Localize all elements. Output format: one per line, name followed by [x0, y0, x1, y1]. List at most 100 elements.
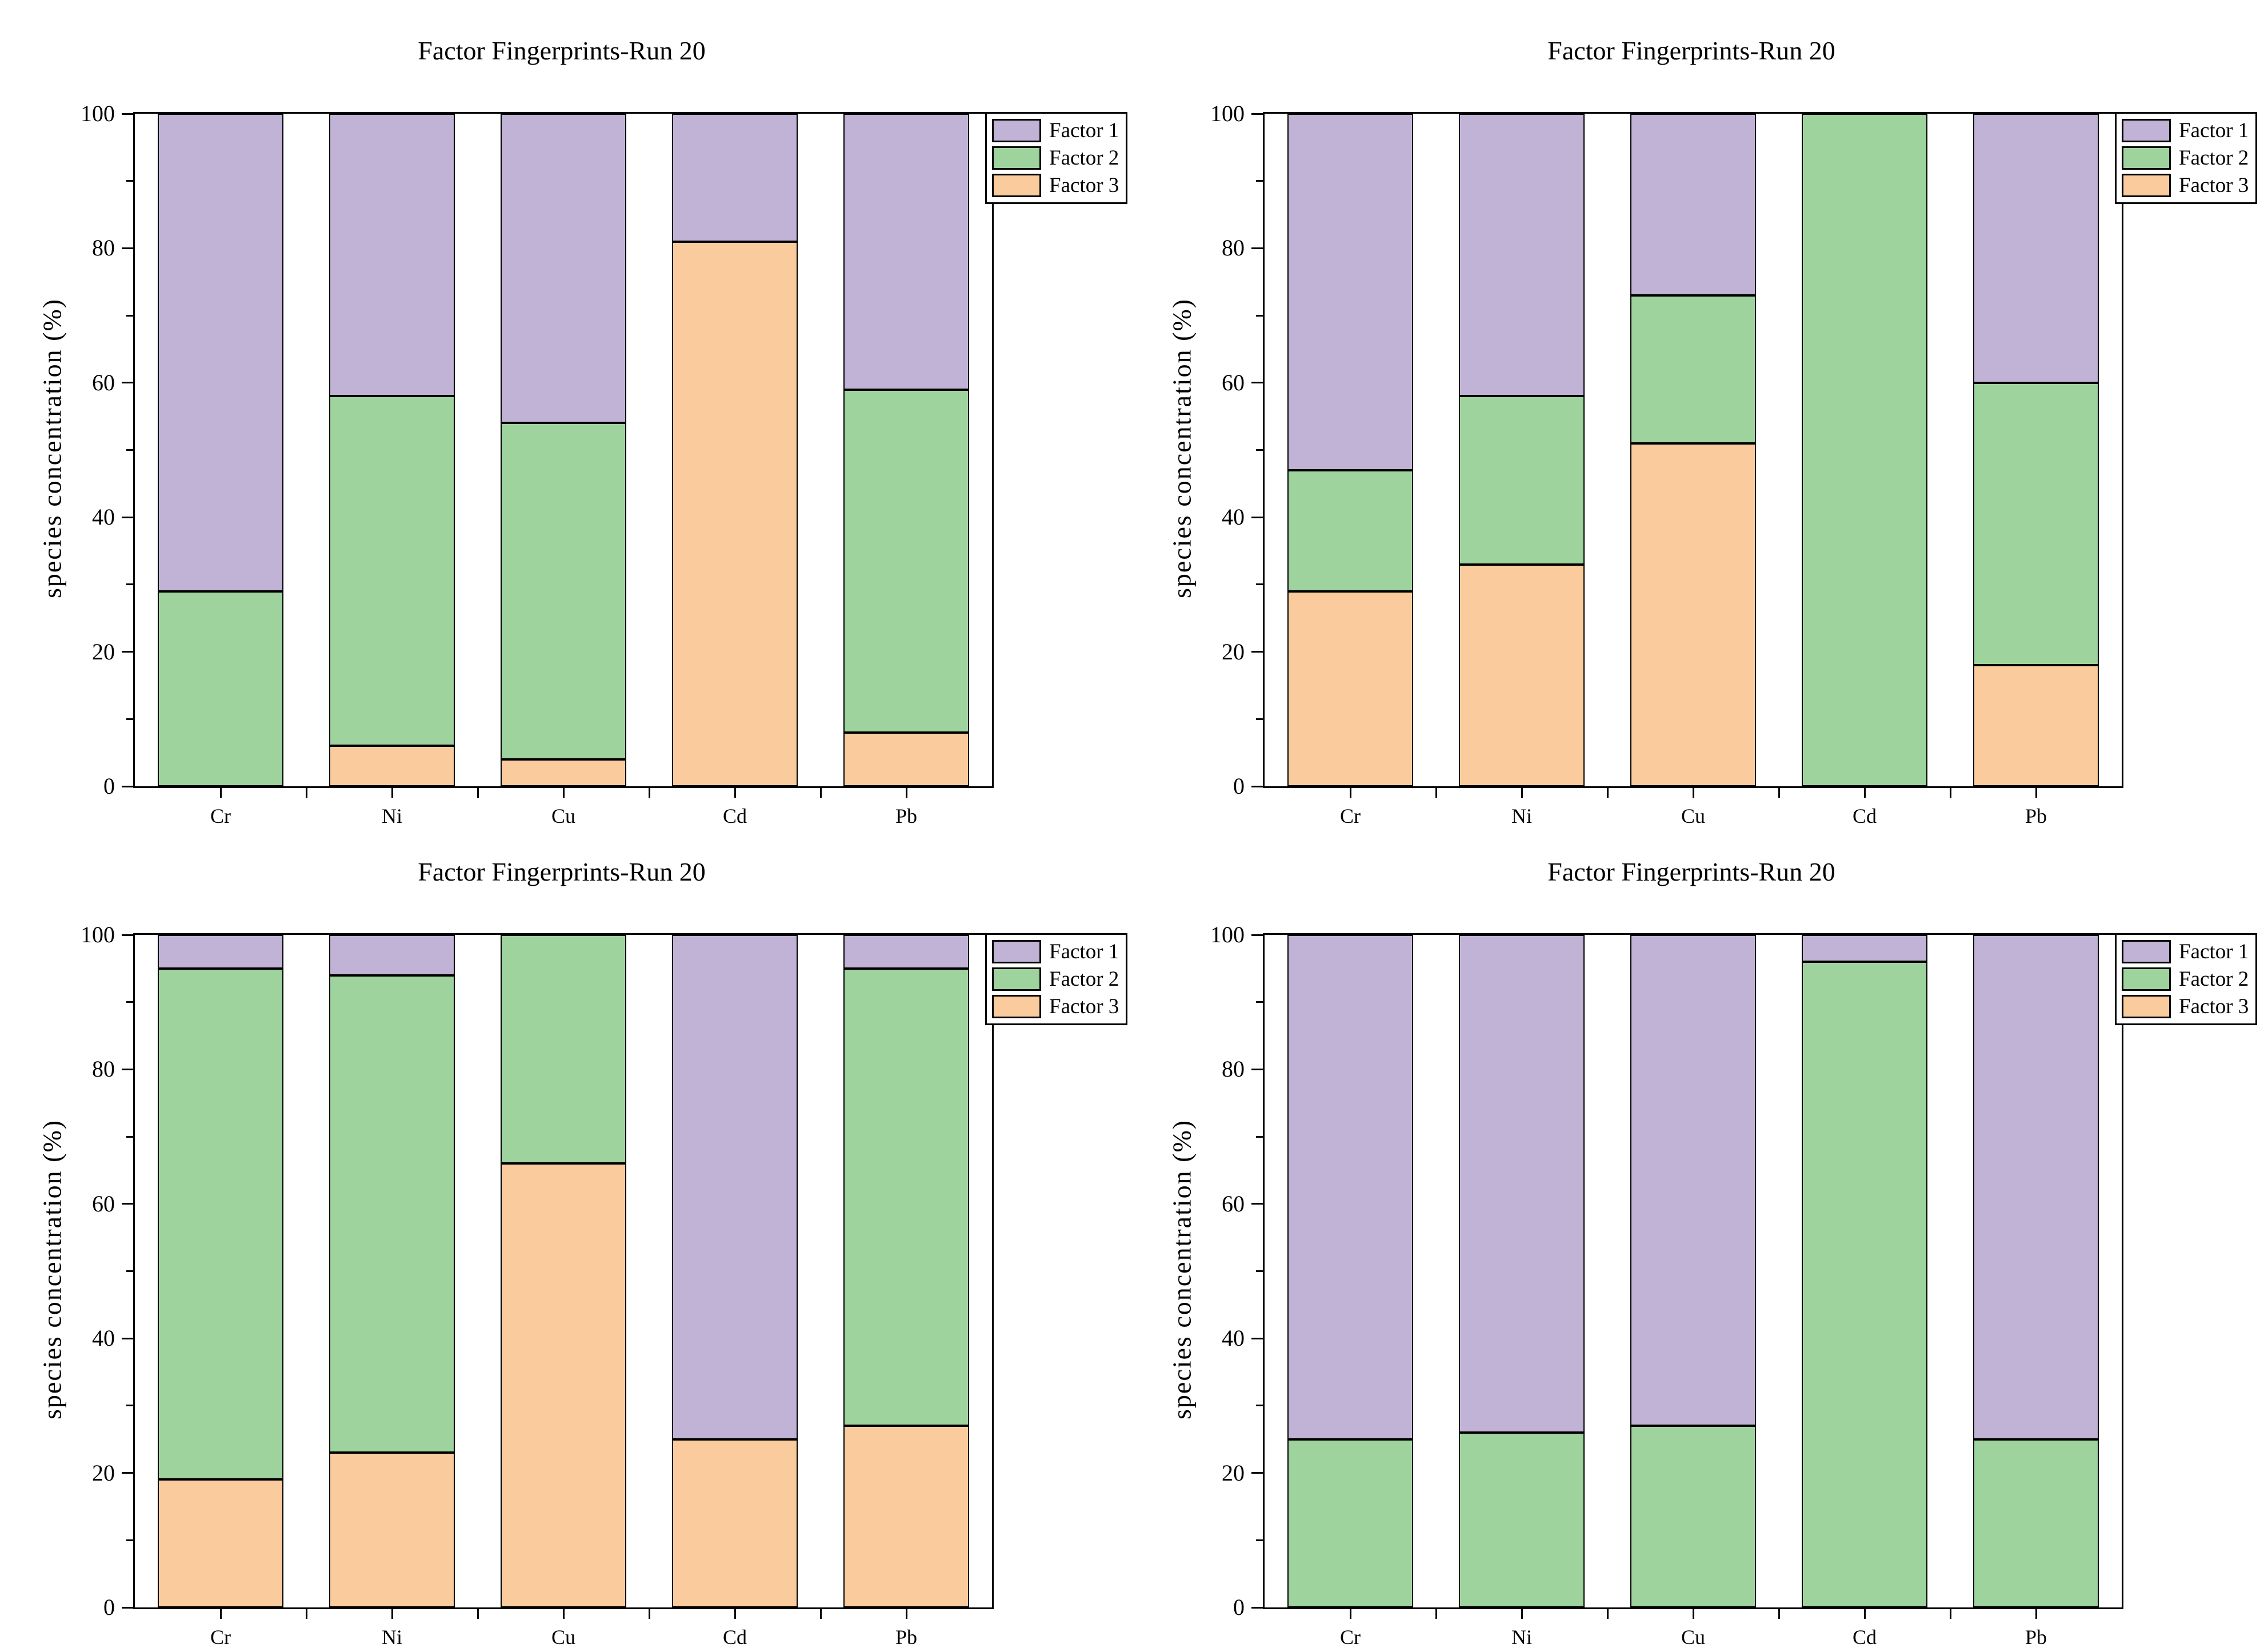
- legend-label: Factor 3: [2179, 995, 2249, 1018]
- bar-segment-factor-1: [1630, 935, 1756, 1426]
- legend-item: Factor 3: [992, 174, 1119, 197]
- factor-fingerprints-chart-top-right: Factor Fingerprints-Run 20 species concen…: [1153, 9, 2260, 830]
- y-tick-label: 100: [81, 101, 115, 126]
- y-major-tick: [1251, 516, 1263, 518]
- y-major-tick: [122, 247, 133, 249]
- bar-segment-factor-2: [329, 975, 455, 1453]
- x-axis-tick: [819, 1607, 822, 1619]
- x-category-label: Cu: [1681, 1626, 1705, 1649]
- y-minor-tick: [126, 1135, 133, 1138]
- x-category-label: Pb: [2025, 1626, 2047, 1649]
- y-minor-tick: [1256, 180, 1263, 182]
- bar-segment-factor-1: [1973, 935, 2099, 1439]
- x-category-label: Cr: [210, 805, 231, 827]
- x-category-label: Ni: [1511, 805, 1532, 827]
- legend-swatch-factor-3: [992, 995, 1041, 1018]
- x-category-label: Cr: [210, 1626, 231, 1649]
- y-major-tick: [122, 1337, 133, 1339]
- y-minor-tick: [126, 1539, 133, 1541]
- y-minor-tick: [1256, 583, 1263, 586]
- y-minor-tick: [126, 314, 133, 317]
- x-axis-tick: [1435, 786, 1437, 798]
- x-category-label: Cd: [722, 805, 747, 827]
- y-tick-label: 60: [1222, 369, 1245, 395]
- plot-area: 0 20 40 60 80 100 Cr Ni Cu Cd Pb Factor 1 Factor 2 Fa…: [81, 922, 1128, 1649]
- bar-segment-factor-3: [843, 1426, 969, 1607]
- legend-swatch-factor-1: [2122, 940, 2171, 963]
- bar-segment-factor-2: [1973, 1439, 2099, 1607]
- y-tick-label: 40: [92, 1325, 115, 1351]
- y-minor-tick: [1256, 449, 1263, 451]
- y-major-tick: [1251, 785, 1263, 787]
- y-minor-tick: [126, 449, 133, 451]
- x-axis-tick: [734, 1607, 736, 1619]
- y-tick-label: 100: [1210, 922, 1245, 947]
- x-axis-tick: [219, 1607, 222, 1619]
- y-minor-tick: [1256, 718, 1263, 720]
- legend-item: Factor 1: [2122, 119, 2249, 142]
- bar-segment-factor-1: [843, 114, 969, 390]
- x-category-label: Ni: [382, 1626, 402, 1649]
- bar-segment-factor-3: [672, 241, 798, 786]
- y-major-tick: [1251, 651, 1263, 653]
- x-axis-tick: [477, 1607, 479, 1619]
- y-major-tick: [122, 1203, 133, 1205]
- x-axis-tick: [1349, 786, 1351, 798]
- x-axis-tick: [1778, 1607, 1780, 1619]
- legend-label: Factor 1: [1049, 119, 1119, 142]
- x-category-label: Cd: [1852, 805, 1877, 827]
- y-major-tick: [122, 1068, 133, 1070]
- bar-segment-factor-1: [1459, 935, 1585, 1433]
- x-axis-tick: [305, 786, 307, 798]
- bar-segment-factor-2: [1973, 382, 2099, 666]
- y-major-tick: [122, 113, 133, 115]
- x-axis-tick: [562, 1607, 565, 1619]
- legend-item: Factor 1: [992, 940, 1119, 963]
- y-major-tick: [1251, 1203, 1263, 1205]
- legend-item: Factor 2: [2122, 146, 2249, 170]
- y-major-tick: [1251, 113, 1263, 115]
- y-tick-label: 40: [92, 504, 115, 530]
- bar-segment-factor-2: [1802, 114, 1927, 786]
- y-tick-label: 20: [92, 1459, 115, 1486]
- y-tick-label: 60: [92, 1190, 115, 1217]
- plot-area: 0 20 40 60 80 100 Cr Ni Cu Cd Pb Factor 1 Factor 2 Fa…: [81, 101, 1128, 827]
- bar-segment-factor-2: [843, 968, 969, 1426]
- x-axis-tick: [391, 1607, 393, 1619]
- bar-segment-factor-3: [1287, 591, 1413, 786]
- x-axis-tick: [734, 786, 736, 798]
- legend-swatch-factor-1: [992, 119, 1041, 142]
- y-minor-tick: [126, 718, 133, 720]
- y-major-tick: [1251, 247, 1263, 249]
- legend-label: Factor 1: [2179, 119, 2249, 142]
- bar-segment-factor-1: [158, 935, 283, 969]
- bar-segment-factor-1: [1287, 114, 1413, 470]
- bar-segment-factor-3: [1630, 443, 1756, 786]
- y-axis-label: species concentration (%): [1167, 1119, 1197, 1420]
- legend-label: Factor 2: [1049, 967, 1119, 991]
- y-major-tick: [122, 934, 133, 936]
- y-major-tick: [122, 1472, 133, 1474]
- x-axis-tick: [819, 786, 822, 798]
- x-axis-tick: [2035, 1607, 2037, 1619]
- y-minor-tick: [1256, 1539, 1263, 1541]
- y-major-tick: [1251, 1337, 1263, 1339]
- bar-segment-factor-2: [158, 591, 283, 786]
- chart-title: Factor Fingerprints-Run 20: [1547, 36, 1835, 65]
- legend: Factor 1 Factor 2 Factor 3: [2115, 112, 2258, 204]
- factor-fingerprints-chart-bottom-right: Factor Fingerprints-Run 20 species concen…: [1153, 830, 2260, 1652]
- bar-segment-factor-3: [329, 1453, 455, 1607]
- y-major-tick: [122, 1606, 133, 1609]
- legend-swatch-factor-2: [992, 146, 1041, 170]
- y-minor-tick: [1256, 314, 1263, 317]
- y-tick-label: 0: [103, 1594, 115, 1620]
- y-major-tick: [1251, 382, 1263, 384]
- legend-swatch-factor-2: [992, 967, 1041, 991]
- x-axis-tick: [477, 786, 479, 798]
- legend-label: Factor 2: [1049, 146, 1119, 170]
- x-axis-tick: [905, 1607, 907, 1619]
- chart-title: Factor Fingerprints-Run 20: [418, 857, 706, 886]
- x-axis-tick: [1435, 1607, 1437, 1619]
- bar-segment-factor-2: [501, 935, 626, 1164]
- legend-item: Factor 2: [992, 967, 1119, 991]
